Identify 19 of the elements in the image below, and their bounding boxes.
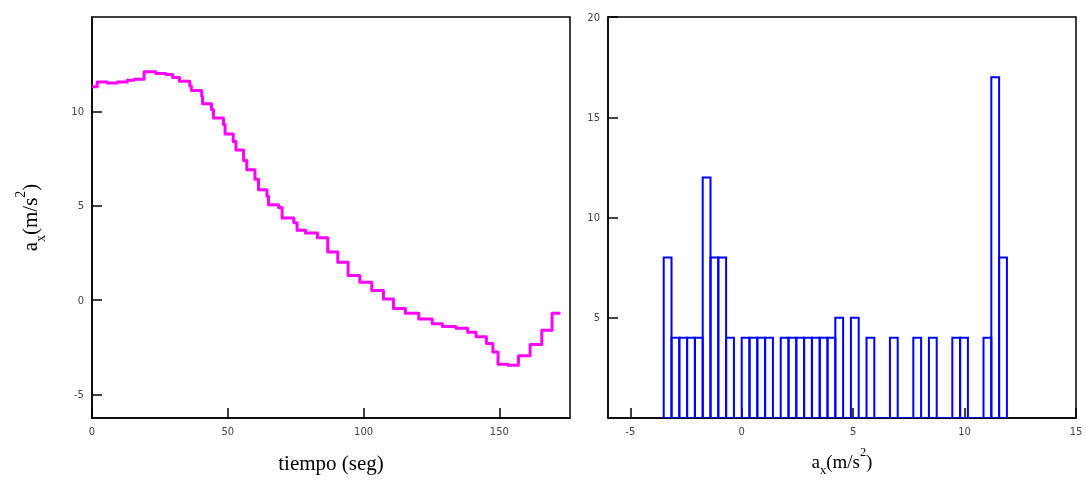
y-tick-label: -5 bbox=[74, 388, 84, 400]
y-tick-label: 5 bbox=[593, 312, 600, 324]
x-tick-label: -5 bbox=[625, 425, 636, 437]
x-axis-title: tiempo (seg) bbox=[278, 450, 384, 475]
x-tick-label: 50 bbox=[221, 425, 235, 437]
x-tick-label: 5 bbox=[849, 425, 857, 437]
y-axis-title: ax(m/s2) bbox=[12, 183, 48, 252]
x-tick-label: 15 bbox=[1069, 425, 1083, 437]
x-tick-label: 100 bbox=[354, 425, 374, 437]
y-tick-label: 10 bbox=[587, 212, 600, 223]
x-tick-label: 10 bbox=[958, 425, 971, 437]
y-tick-label: 5 bbox=[77, 200, 84, 212]
y-tick-label: 15 bbox=[587, 111, 600, 123]
x-tick-label: 0 bbox=[88, 425, 96, 437]
y-tick-label: 10 bbox=[71, 105, 84, 117]
x-tick-label: 150 bbox=[489, 425, 509, 437]
x-tick-label: 0 bbox=[738, 425, 745, 437]
y-tick-label: 0 bbox=[77, 294, 84, 306]
y-tick-label: 20 bbox=[587, 11, 600, 23]
